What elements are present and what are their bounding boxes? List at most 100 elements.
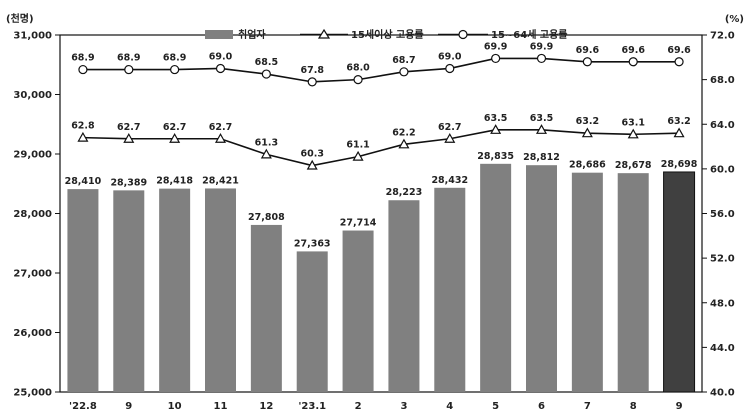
x-axis: '22.8 9 10 11 12 '23.1 2 3 4 5 6 7 8 9: [69, 401, 683, 412]
triangle-marker: [352, 150, 364, 161]
line-value-label: 68.9: [71, 53, 94, 64]
bar-value-label: 28,835: [477, 151, 514, 162]
legend-label-15plus: 15세이상 고용률: [351, 28, 424, 41]
circle-marker: [215, 63, 226, 74]
circle-marker: [674, 57, 684, 67]
bar: [571, 172, 603, 392]
triangle-marker: [260, 148, 272, 159]
triangle-marker: [123, 133, 135, 143]
triangle-marker: [169, 133, 181, 143]
bar-value-label: 28,678: [615, 160, 652, 171]
line-value-label: 69.0: [209, 51, 233, 62]
line-value-label: 63.2: [576, 116, 599, 127]
right-tick-label: 64.0: [710, 120, 735, 131]
category-label: 4: [446, 401, 453, 412]
line-series: 62.8 62.7 62.7 62.7 61.3 60.3 61.1 62.2 62.7 63.5…: [71, 41, 691, 170]
line-value-label: 69.6: [621, 45, 645, 56]
category-label: 5: [492, 401, 499, 412]
line-value-label: 63.2: [667, 116, 690, 127]
line-value-label: 62.7: [163, 122, 186, 133]
left-axis: 25,000 26,000 27,000 28,000 29,000 30,000 31,0…: [13, 31, 60, 399]
bar: [205, 188, 236, 392]
triangle-marker: [490, 124, 502, 134]
line-value-label: 62.7: [438, 122, 461, 133]
bar: [250, 224, 282, 392]
circle-marker: [170, 64, 180, 75]
right-tick-label: 60.0: [710, 164, 735, 175]
bar-value-label: 28,432: [431, 175, 468, 186]
line-value-label: 68.9: [117, 53, 140, 64]
bar: [342, 230, 374, 392]
line-15plus: [82, 129, 680, 167]
triangle-marker: [627, 128, 639, 139]
bar: [434, 187, 466, 392]
right-tick-label: 44.0: [710, 343, 735, 354]
category-label: '22.8: [69, 401, 97, 412]
line-value-label: 62.7: [209, 122, 232, 133]
right-tick-label: 56.0: [710, 209, 735, 220]
circle-marker: [261, 69, 271, 79]
bar-series: 28,410 28,389 28,418 28,421 27,808 27,363 27,7…: [65, 151, 698, 393]
category-label: 6: [538, 401, 545, 412]
line-value-label: 69.9: [530, 41, 553, 52]
legend-triangle-icon: [317, 28, 331, 39]
category-label: 9: [676, 401, 683, 412]
bar-value-label: 28,223: [386, 187, 423, 198]
circle-marker: [491, 53, 501, 64]
circle-marker: [124, 64, 134, 75]
line-value-label: 68.7: [392, 55, 415, 66]
line-value-label: 68.5: [255, 57, 278, 68]
triangle-marker: [535, 124, 548, 134]
left-tick-label: 31,000: [13, 31, 52, 42]
bar: [67, 189, 99, 392]
right-tick-label: 68.0: [710, 75, 735, 86]
line-value-label: 60.3: [300, 149, 323, 160]
legend-label-employed: 취업자: [238, 28, 266, 41]
circle-marker: [445, 63, 455, 74]
circle-marker: [399, 67, 409, 77]
right-tick-label: 72.0: [710, 31, 735, 42]
circle-marker: [353, 75, 363, 85]
circle-marker: [628, 57, 638, 67]
line-value-label: 62.8: [71, 121, 95, 132]
bar: [663, 171, 696, 393]
line-value-label: 61.1: [346, 140, 369, 151]
right-tick-label: 48.0: [710, 298, 735, 309]
bar: [526, 165, 557, 392]
line-value-label: 61.3: [255, 137, 278, 148]
line-value-label: 62.2: [392, 127, 415, 138]
bar-value-label: 28,421: [202, 175, 239, 186]
left-axis-unit: (천명): [6, 12, 34, 25]
line-value-label: 68.9: [163, 53, 186, 64]
triangle-marker: [398, 138, 410, 149]
circle-marker: [536, 53, 547, 64]
line-value-label: 62.7: [117, 122, 140, 133]
left-tick-label: 27,000: [13, 269, 52, 280]
bar: [617, 173, 649, 392]
bar-value-label: 27,714: [340, 218, 377, 229]
category-label: 8: [630, 401, 637, 412]
legend: 취업자 15세이상 고용률 15~64세 고용률: [205, 28, 568, 41]
circle-marker: [307, 77, 317, 87]
legend-swatch-employed: [205, 30, 233, 39]
line-15to64: [82, 57, 680, 83]
bar-value-label: 27,363: [294, 238, 331, 249]
line-value-label: 69.9: [484, 41, 507, 52]
bar: [113, 190, 145, 392]
line-value-label: 69.6: [576, 45, 600, 56]
triangle-marker: [673, 127, 685, 138]
left-tick-label: 28,000: [13, 209, 52, 220]
right-tick-label: 40.0: [710, 388, 735, 399]
bar: [480, 163, 512, 392]
line-value-label: 69.0: [438, 51, 462, 62]
bar: [159, 188, 191, 392]
line-value-label: 63.5: [530, 113, 553, 124]
bar-value-label: 28,698: [661, 159, 698, 170]
category-label: 12: [259, 401, 273, 412]
legend-circle-icon: [458, 29, 468, 40]
plot-frame: [59, 34, 703, 393]
line-value-label: 69.6: [667, 45, 691, 56]
category-label: 7: [584, 401, 591, 412]
right-axis-unit: (%): [725, 14, 744, 25]
line-value-label: 63.1: [621, 117, 644, 128]
